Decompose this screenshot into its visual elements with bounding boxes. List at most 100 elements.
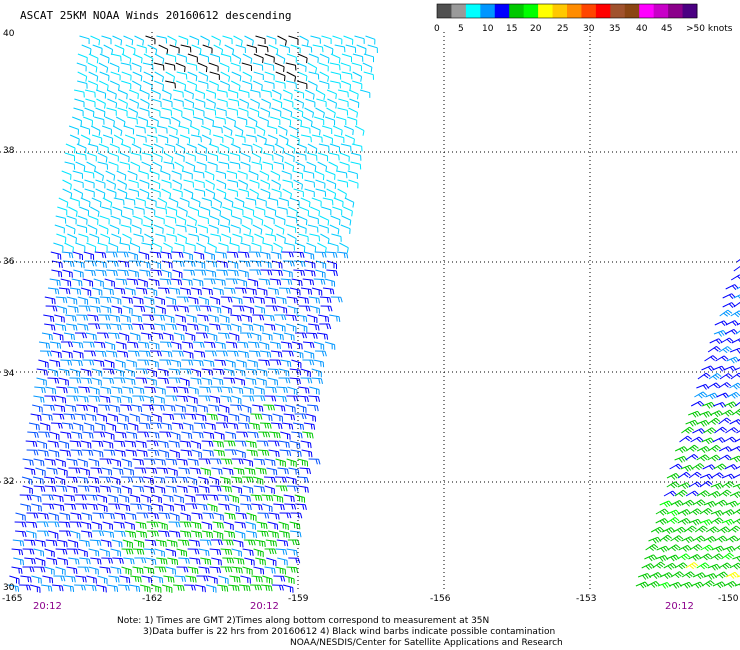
wind-barb <box>315 179 326 189</box>
wind-barb <box>206 332 218 341</box>
wind-barb <box>217 494 230 502</box>
wind-barb <box>214 341 226 350</box>
wind-barb <box>241 476 254 483</box>
wind-barb <box>336 116 347 126</box>
wind-barb <box>60 278 72 287</box>
wind-barb <box>221 305 232 315</box>
wind-barb <box>681 536 695 544</box>
wind-barb <box>90 206 100 217</box>
wind-barb <box>236 431 249 438</box>
wind-barb <box>158 512 171 520</box>
wind-barb <box>200 206 211 216</box>
wind-barb <box>113 440 126 448</box>
wind-barb <box>228 494 239 504</box>
wind-barb <box>99 548 110 557</box>
wind-barb <box>243 539 256 546</box>
wind-barb <box>216 269 228 276</box>
wind-barb <box>261 98 271 109</box>
wind-barb <box>707 454 721 462</box>
wind-barb <box>735 465 740 470</box>
wind-barb <box>343 35 354 45</box>
wind-barb <box>176 485 188 493</box>
wind-barb <box>291 278 303 287</box>
wind-barb <box>170 116 181 128</box>
wind-barb <box>716 526 730 534</box>
wind-barb <box>66 566 78 575</box>
wind-barb <box>146 377 157 386</box>
wind-barb <box>51 269 63 278</box>
wind-barb <box>132 566 144 574</box>
wind-barb <box>211 467 223 475</box>
wind-barb <box>138 251 150 260</box>
wind-barb <box>679 581 693 589</box>
wind-barb <box>75 503 88 510</box>
wind-barb <box>170 278 183 286</box>
wind-barb <box>208 476 220 486</box>
wind-barb <box>94 170 104 181</box>
wind-barb <box>115 341 127 350</box>
wind-barb <box>113 287 126 295</box>
wind-barb <box>696 454 710 462</box>
wind-barb <box>328 161 338 172</box>
wind-barb <box>249 260 262 267</box>
wind-barb <box>721 518 735 526</box>
wind-barb <box>131 404 143 413</box>
wind-barb <box>59 449 71 457</box>
wind-barb <box>207 152 218 162</box>
wind-barb <box>80 134 91 145</box>
wind-barb <box>736 430 740 434</box>
wind-barb <box>268 530 279 539</box>
wind-barb <box>305 413 316 422</box>
wind-barb <box>359 89 371 98</box>
colorbar-swatch <box>523 4 539 18</box>
wind-barb <box>128 89 139 99</box>
wind-barb <box>220 566 233 573</box>
wind-barb <box>125 44 136 54</box>
wind-barb <box>99 458 112 465</box>
wind-barb <box>218 503 230 511</box>
wind-barb <box>166 539 178 548</box>
wind-barb <box>152 503 163 512</box>
wind-barb <box>154 215 165 225</box>
wind-barb <box>723 401 738 409</box>
wind-barb <box>110 548 122 557</box>
wind-barb <box>242 395 255 402</box>
wind-barb <box>294 413 307 420</box>
wind-barb <box>718 417 732 425</box>
wind-barb <box>248 422 260 431</box>
wind-barb <box>162 98 173 108</box>
wind-barb <box>89 233 100 243</box>
wind-barb <box>212 521 224 529</box>
wind-barb <box>725 535 739 543</box>
wind-barb <box>302 341 315 349</box>
wind-barb <box>187 80 197 91</box>
wind-barb <box>78 305 91 312</box>
wind-barb <box>78 386 90 393</box>
wind-barb <box>293 269 305 276</box>
wind-barb <box>141 161 152 172</box>
wind-barb <box>278 134 289 145</box>
wind-barb <box>223 521 234 531</box>
wind-barb <box>297 458 309 467</box>
wind-barb <box>128 107 138 118</box>
wind-barb <box>134 206 145 215</box>
wind-barb <box>65 476 78 483</box>
wind-barb <box>208 143 219 153</box>
wind-barb <box>242 323 254 331</box>
wind-barb <box>264 566 276 574</box>
wind-barb <box>122 233 132 244</box>
wind-barb <box>263 143 275 152</box>
wind-barb <box>161 107 172 116</box>
wind-barb <box>64 575 76 583</box>
wind-barb <box>670 500 684 507</box>
wind-barb <box>183 179 194 188</box>
wind-barb <box>81 44 92 55</box>
wind-barb <box>252 143 263 154</box>
wind-barb <box>185 242 196 251</box>
wind-barb <box>135 197 146 207</box>
wind-barb <box>113 368 125 377</box>
wind-barb <box>97 242 108 251</box>
wind-barb <box>282 260 295 267</box>
wind-barb <box>68 557 80 565</box>
wind-barb <box>191 530 203 538</box>
